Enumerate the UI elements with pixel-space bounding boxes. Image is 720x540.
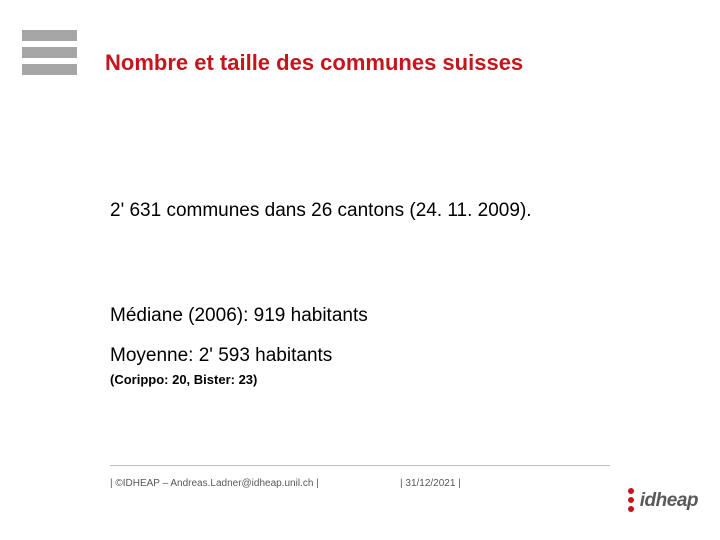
body-small-note: (Corippo: 20, Bister: 23): [110, 372, 257, 387]
logo-dots-icon: [628, 488, 634, 512]
footer-date: | 31/12/2021 |: [400, 478, 461, 489]
dot: [628, 488, 634, 494]
bar: [22, 30, 77, 41]
idheap-logo: idheap: [628, 488, 698, 512]
dot: [628, 506, 634, 512]
bar: [22, 47, 77, 58]
body-line-1: 2' 631 communes dans 26 cantons (24. 11.…: [110, 200, 532, 222]
body-line-2: Médiane (2006): 919 habitants: [110, 305, 368, 327]
bar: [22, 64, 77, 75]
footer-divider: [110, 465, 610, 466]
slide-title: Nombre et taille des communes suisses: [105, 50, 523, 76]
dot: [628, 497, 634, 503]
body-line-3: Moyenne: 2' 593 habitants: [110, 345, 332, 367]
logo-text: idheap: [640, 490, 698, 512]
bars-icon: [22, 30, 77, 81]
slide: Nombre et taille des communes suisses 2'…: [0, 0, 720, 540]
footer-left: | ©IDHEAP – Andreas.Ladner@idheap.unil.c…: [110, 478, 319, 489]
